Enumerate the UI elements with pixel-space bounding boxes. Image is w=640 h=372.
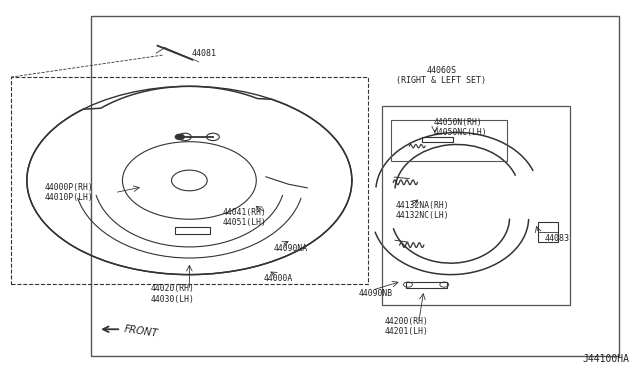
Text: 44090NB: 44090NB: [358, 289, 392, 298]
Text: FRONT: FRONT: [124, 324, 159, 339]
Text: 44090NA: 44090NA: [274, 244, 308, 253]
Text: 44041(RH)
44051(LH): 44041(RH) 44051(LH): [223, 208, 267, 227]
Text: 44020(RH)
44030(LH): 44020(RH) 44030(LH): [150, 284, 194, 304]
Text: 44000A: 44000A: [264, 274, 293, 283]
Text: 44050N(RH)
44050NC(LH): 44050N(RH) 44050NC(LH): [433, 118, 487, 137]
Circle shape: [175, 134, 184, 140]
Text: 44083: 44083: [545, 234, 570, 243]
Text: 44132NA(RH)
44132NC(LH): 44132NA(RH) 44132NC(LH): [395, 201, 449, 221]
Text: J44100HA: J44100HA: [582, 354, 629, 364]
Text: 44000P(RH)
44010P(LH): 44000P(RH) 44010P(LH): [45, 183, 94, 202]
Text: 44060S
(RIGHT & LEFT SET): 44060S (RIGHT & LEFT SET): [396, 65, 486, 85]
Text: 44081: 44081: [191, 49, 216, 58]
Text: 44200(RH)
44201(LH): 44200(RH) 44201(LH): [385, 317, 429, 336]
